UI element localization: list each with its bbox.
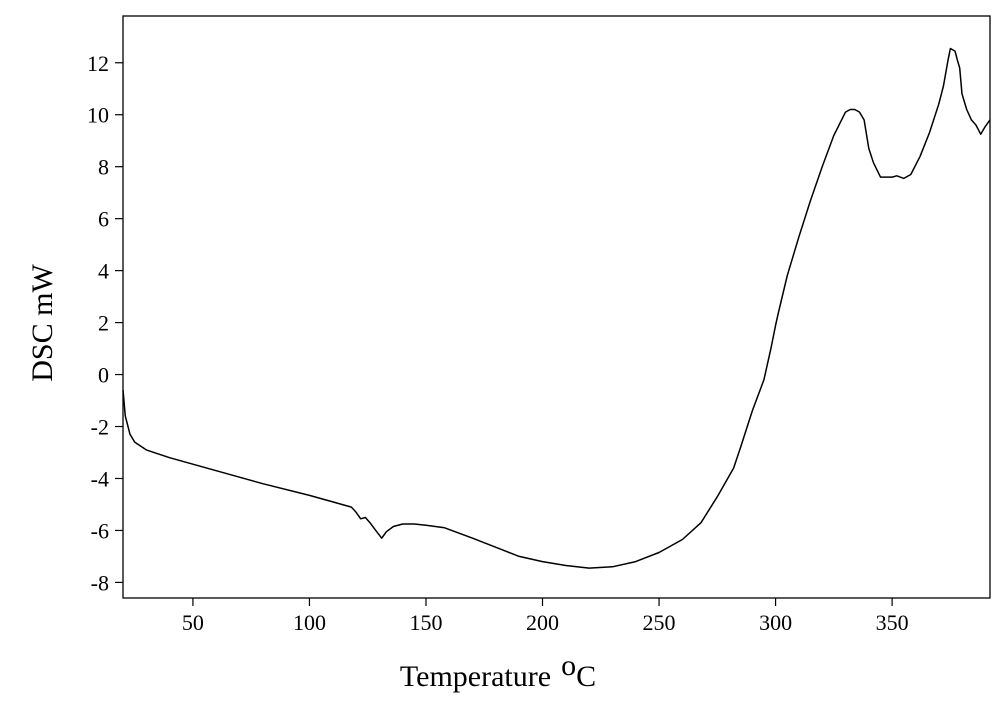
- y-tick-label: -8: [91, 570, 109, 595]
- y-tick-label: 4: [98, 259, 109, 284]
- x-axis-title: Temperature oC: [400, 649, 596, 693]
- x-tick-label: 150: [409, 610, 442, 635]
- x-tick-label: 250: [643, 610, 676, 635]
- y-tick-label: 6: [98, 207, 109, 232]
- x-tick-label: 200: [526, 610, 559, 635]
- x-axis-title-text: Temperature: [400, 660, 551, 693]
- x-tick-label: 50: [182, 610, 204, 635]
- series-line: [122, 47, 991, 569]
- y-tick-label: 12: [87, 51, 109, 76]
- y-axis-ticks: 12 10 8 6 4 2 0 -2 -4 -6 -8: [87, 51, 123, 595]
- x-tick-label: 300: [759, 610, 792, 635]
- y-tick-label: 2: [98, 311, 109, 336]
- x-tick-label: 350: [876, 610, 909, 635]
- y-axis-title: DSC mW: [26, 264, 59, 382]
- x-tick-label: 100: [293, 610, 326, 635]
- y-tick-label: 10: [87, 103, 109, 128]
- y-tick-label: -4: [91, 466, 109, 491]
- x-axis-title-unit: C: [576, 660, 596, 693]
- plot-frame: [122, 15, 991, 599]
- y-tick-label: 0: [98, 363, 109, 388]
- y-tick-label: -2: [91, 415, 109, 440]
- x-axis-ticks: 50 100 150 200 250 300 350: [182, 598, 909, 635]
- x-axis-title-superscript: o: [561, 649, 576, 682]
- y-tick-label: 8: [98, 155, 109, 180]
- y-tick-label: -6: [91, 518, 109, 543]
